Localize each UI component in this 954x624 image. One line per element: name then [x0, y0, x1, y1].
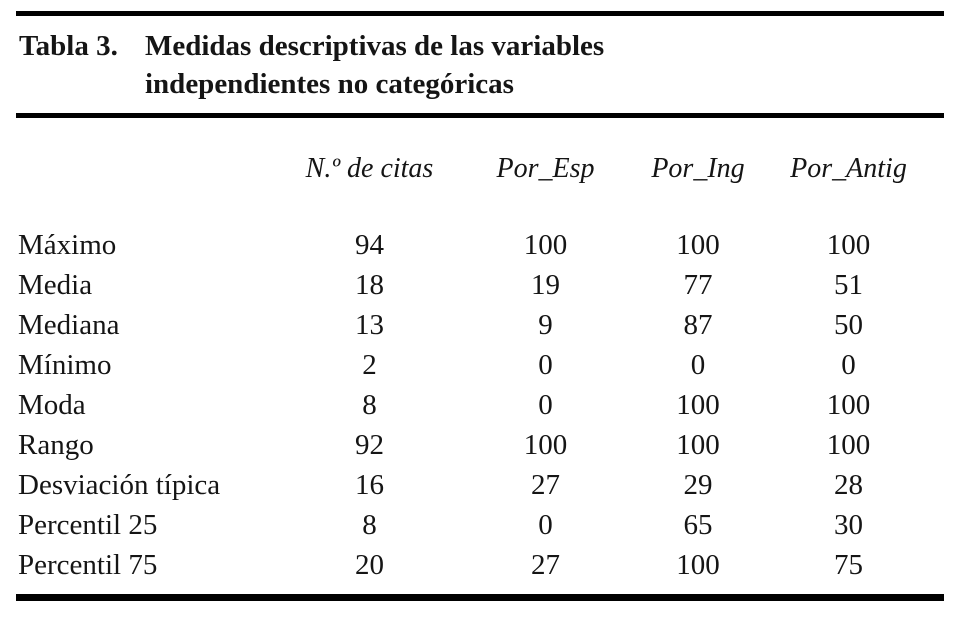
- cell-value: 100: [826, 388, 871, 421]
- table-title: Medidas descriptivas de las variables in…: [145, 27, 604, 103]
- cell-value: 0: [538, 348, 553, 381]
- cell-value: 94: [355, 228, 384, 261]
- cell-value: 51: [834, 268, 863, 301]
- cell-value: 16: [355, 468, 384, 501]
- cell-value: 65: [683, 508, 713, 541]
- cell-value: 19: [531, 268, 560, 301]
- header-rule: [16, 113, 944, 118]
- cell-value: 28: [834, 468, 863, 501]
- cell-value: 100: [676, 548, 720, 581]
- table-row-mediana: Mediana 13 9 87 50: [16, 305, 944, 345]
- cell-value: 18: [355, 268, 384, 301]
- cell-value: 77: [683, 268, 713, 301]
- column-header-por-esp: Por_Esp: [496, 153, 595, 184]
- cell-value: 29: [683, 468, 713, 501]
- top-rule: [16, 11, 944, 16]
- table-title-line1: Medidas descriptivas de las variables: [145, 30, 605, 62]
- cell-value: 27: [531, 548, 560, 581]
- cell-value: 8: [362, 388, 377, 421]
- header-row: N.º de citas Por_Esp Por_Ing Por_Antig: [16, 118, 944, 225]
- row-label: Mediana: [18, 308, 120, 341]
- bottom-rule: [16, 594, 944, 601]
- cell-value: 13: [355, 308, 384, 341]
- bottom-spacer: [16, 585, 944, 594]
- row-label: Percentil 75: [18, 548, 158, 581]
- cell-value: 27: [531, 468, 560, 501]
- table-row-minimo: Mínimo 2 0 0 0: [16, 345, 944, 385]
- table-row-percentil-75: Percentil 75 20 27 100 75: [16, 545, 944, 585]
- cell-value: 75: [834, 548, 863, 581]
- cell-value: 0: [538, 388, 553, 421]
- cell-value: 87: [683, 308, 713, 341]
- table-title-line2: independientes no categóricas: [145, 68, 514, 100]
- table-row-desviacion-tipica: Desviación típica 16 27 29 28: [16, 465, 944, 505]
- cell-value: 100: [826, 228, 871, 261]
- column-header-por-antig: Por_Antig: [790, 153, 907, 184]
- cell-value: 100: [676, 428, 720, 461]
- cell-value: 0: [538, 508, 553, 541]
- cell-value: 50: [834, 308, 863, 341]
- row-label: Media: [18, 268, 93, 301]
- cell-value: 9: [538, 308, 553, 341]
- cell-value: 92: [355, 428, 384, 461]
- cell-value: 30: [834, 508, 863, 541]
- row-label: Mínimo: [18, 348, 112, 381]
- row-label: Desviación típica: [18, 468, 221, 501]
- table-row-media: Media 18 19 77 51: [16, 265, 944, 305]
- row-label: Percentil 25: [18, 508, 158, 541]
- table-number: Tabla 3.: [19, 30, 118, 62]
- cell-value: 100: [676, 228, 720, 261]
- column-header-por-ing: Por_Ing: [651, 153, 745, 184]
- row-label: Rango: [18, 428, 94, 461]
- row-label: Máximo: [18, 228, 117, 261]
- table-row-percentil-25: Percentil 25 8 0 65 30: [16, 505, 944, 545]
- cell-value: 0: [690, 348, 706, 381]
- cell-value: 0: [841, 348, 856, 381]
- cell-value: 100: [523, 228, 568, 261]
- table-row-rango: Rango 92 100 100 100: [16, 425, 944, 465]
- row-label: Moda: [18, 388, 86, 421]
- cell-value: 100: [523, 428, 568, 461]
- cell-value: 2: [362, 348, 377, 381]
- column-header-stub: [16, 118, 291, 225]
- cell-value: 100: [676, 388, 720, 421]
- column-header-citas: N.º de citas: [305, 153, 434, 184]
- table-row-moda: Moda 8 0 100 100: [16, 385, 944, 425]
- table-3: Tabla 3. Medidas descriptivas de las var…: [16, 0, 944, 601]
- table-caption: Tabla 3. Medidas descriptivas de las var…: [16, 16, 944, 113]
- data-table: N.º de citas Por_Esp Por_Ing Por_Antig M…: [16, 118, 944, 585]
- table-row-maximo: Máximo 94 100 100 100: [16, 225, 944, 265]
- cell-value: 100: [826, 428, 871, 461]
- cell-value: 8: [362, 508, 377, 541]
- cell-value: 20: [355, 548, 384, 581]
